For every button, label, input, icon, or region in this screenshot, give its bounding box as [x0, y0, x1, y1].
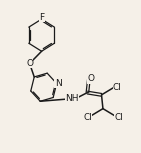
Text: NH: NH: [65, 94, 79, 103]
Text: Cl: Cl: [114, 113, 123, 122]
Text: O: O: [87, 74, 94, 83]
Text: N: N: [55, 79, 61, 88]
Text: O: O: [26, 59, 33, 68]
Text: Cl: Cl: [83, 113, 92, 122]
Text: Cl: Cl: [113, 83, 122, 92]
Text: F: F: [39, 13, 44, 22]
